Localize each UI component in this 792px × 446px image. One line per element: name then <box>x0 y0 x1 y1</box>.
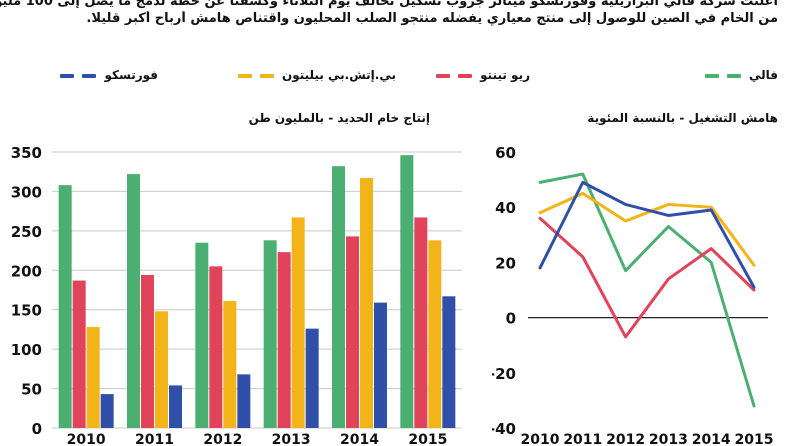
bar <box>155 311 168 428</box>
series-line <box>538 180 756 289</box>
y-tick-label: 40 <box>495 199 516 217</box>
bar <box>332 166 345 429</box>
bar <box>100 394 114 428</box>
bar <box>58 185 72 428</box>
line-chart-title: هامش التشغيل - بالنسبة المئوية <box>587 111 778 125</box>
legend-swatch <box>237 73 252 78</box>
bar <box>86 327 100 428</box>
x-tick-label: 2011 <box>563 432 602 446</box>
y-tick-label: 250 <box>11 223 42 241</box>
legend-item-rio-tinto: ريو تينتو <box>435 68 530 82</box>
bar <box>374 302 387 428</box>
x-tick-label: 2013 <box>272 432 311 446</box>
y-tick-label: 60 <box>495 144 516 162</box>
bar <box>428 240 442 428</box>
bar <box>263 240 277 428</box>
y-tick-label: 20 <box>495 254 516 272</box>
legend-label: فورتسكو <box>104 68 158 82</box>
bar <box>414 217 428 428</box>
y-tick-label: -40 <box>492 420 516 438</box>
x-tick-label: 2013 <box>649 432 688 446</box>
series-line <box>538 216 756 339</box>
bar <box>291 217 305 428</box>
intro-line-1: أعلنت شركة فالي البرازيلية وفورتسكو ميتا… <box>0 0 778 9</box>
legend-swatch <box>726 73 741 78</box>
bar <box>277 252 291 428</box>
x-tick-label: 2012 <box>606 432 645 446</box>
x-tick-label: 2011 <box>135 432 174 446</box>
bar <box>400 155 414 428</box>
bar <box>141 275 154 428</box>
intro-line-2: من الخام في الصين للوصول إلى منتج معياري… <box>86 11 778 26</box>
x-tick-label: 2015 <box>408 432 447 446</box>
bar <box>237 374 251 428</box>
y-tick-label: 200 <box>11 262 42 280</box>
legend-label: ريو تينتو <box>480 68 530 82</box>
legend-item-vale: فالي <box>704 68 778 82</box>
y-tick-label: -20 <box>492 365 516 383</box>
x-tick-label: 2010 <box>521 432 560 446</box>
bar <box>223 301 237 428</box>
bar-chart-title: إنتاج خام الحديد - بالمليون طن <box>248 111 430 125</box>
legend-label: بي.إتش.بي بيليتون <box>281 68 396 82</box>
y-tick-label: 100 <box>11 341 42 359</box>
bar <box>209 266 223 428</box>
bar <box>195 242 209 428</box>
y-tick-label: 300 <box>11 183 42 201</box>
bar <box>360 178 373 428</box>
y-tick-label: 50 <box>21 381 42 399</box>
x-tick-label: 2010 <box>67 432 106 446</box>
legend-label: فالي <box>748 68 778 82</box>
legend-swatch <box>435 73 450 78</box>
legend-item-fortescue: فورتسكو <box>60 68 158 82</box>
legend-swatch <box>82 73 97 78</box>
bar <box>127 174 140 428</box>
bar <box>72 280 86 428</box>
legend-swatch <box>60 73 75 78</box>
bar-chart: 0 50 100 150 200 250 300 350 2010 2011 2012 2013 201… <box>11 144 462 446</box>
x-tick-label: 2014 <box>340 432 379 446</box>
series-line <box>538 172 756 408</box>
y-tick-label: 0 <box>506 310 516 328</box>
bar <box>305 328 319 428</box>
legend-swatch <box>704 73 719 78</box>
y-tick-label: 150 <box>11 302 42 320</box>
legend-swatch <box>457 73 472 78</box>
bar <box>442 296 456 428</box>
x-tick-label: 2015 <box>735 432 774 446</box>
x-tick-label: 2014 <box>692 432 731 446</box>
legend-item-bhp: بي.إتش.بي بيليتون <box>237 68 396 82</box>
bar <box>346 236 359 428</box>
legend-swatch <box>259 73 274 78</box>
y-tick-label: 350 <box>11 144 42 162</box>
bar <box>169 385 182 428</box>
y-tick-label: 0 <box>32 420 42 438</box>
x-tick-label: 2012 <box>203 432 242 446</box>
